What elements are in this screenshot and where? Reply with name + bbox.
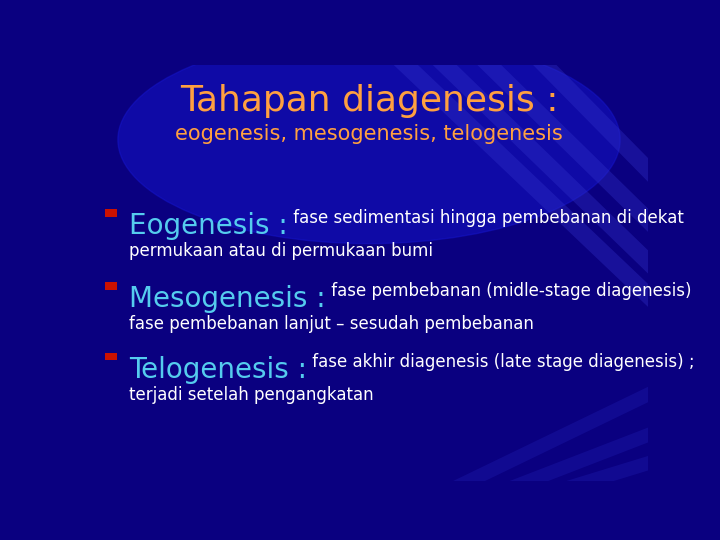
- Bar: [105, 209, 117, 217]
- Text: fase sedimentasi hingga pembebanan di dekat: fase sedimentasi hingga pembebanan di de…: [288, 210, 684, 227]
- Text: Tahapan diagenesis :: Tahapan diagenesis :: [180, 84, 558, 118]
- Text: fase akhir diagenesis (late stage diagenesis) ;: fase akhir diagenesis (late stage diagen…: [307, 353, 695, 371]
- Text: fase pembebanan lanjut – sesudah pembebanan: fase pembebanan lanjut – sesudah pembeba…: [129, 315, 534, 333]
- Text: Eogenesis :: Eogenesis :: [129, 212, 288, 240]
- Text: Telogenesis :: Telogenesis :: [129, 356, 307, 384]
- Text: eogenesis, mesogenesis, telogenesis: eogenesis, mesogenesis, telogenesis: [175, 124, 563, 144]
- Text: Mesogenesis :: Mesogenesis :: [129, 285, 325, 313]
- Text: terjadi setelah pengangkatan: terjadi setelah pengangkatan: [129, 386, 374, 404]
- Ellipse shape: [118, 36, 620, 244]
- Text: permukaan atau di permukaan bumi: permukaan atau di permukaan bumi: [129, 242, 433, 260]
- Bar: [105, 282, 117, 290]
- Text: fase pembebanan (midle-stage diagenesis): fase pembebanan (midle-stage diagenesis): [325, 282, 691, 300]
- Bar: [105, 353, 117, 360]
